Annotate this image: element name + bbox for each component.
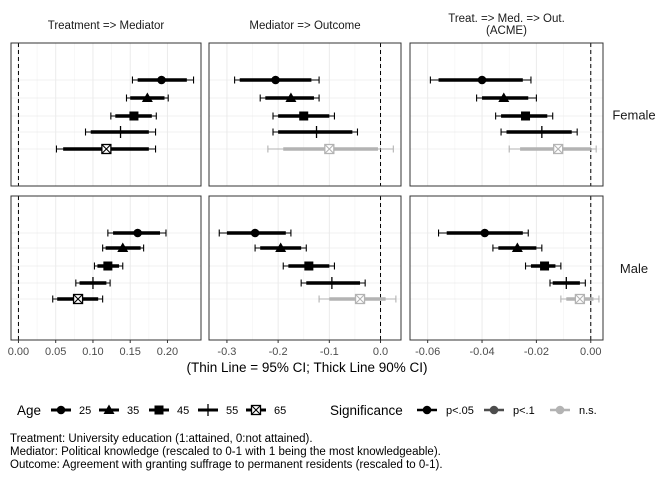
point-age-45: [103, 261, 113, 271]
point-age-35: [275, 242, 287, 252]
x-tick-label: -0.02: [524, 346, 549, 358]
point-age-65: [324, 143, 335, 155]
column-title-2-0: Treat. => Med. => Out.: [448, 13, 565, 25]
point-age-45: [299, 111, 309, 121]
legend-significance-title: Significance: [330, 403, 403, 418]
point-age-55: [560, 277, 573, 289]
x-axis-title: (Thin Line = 95% CI; Thick Line 90% CI): [187, 360, 428, 375]
point-age-55: [86, 277, 99, 289]
legend-sig-label: n.s.: [579, 405, 597, 417]
point-age-25: [480, 228, 490, 238]
point-age-45: [540, 261, 550, 271]
legend-age-symbol-35: [103, 404, 115, 414]
x-tick-label: 0.20: [157, 346, 178, 358]
legend-age-symbol-65: [250, 404, 262, 416]
x-tick-label: -0.3: [217, 346, 236, 358]
panel-border: [10, 195, 202, 341]
legend-age-label-55: 55: [226, 405, 238, 417]
row-label-male: Male: [620, 261, 648, 276]
legend-sig-label: p<.1: [513, 405, 535, 417]
point-age-25: [477, 75, 487, 85]
point-age-25: [271, 75, 280, 85]
column-title-2-1: (ACME): [486, 25, 527, 37]
point-age-65: [354, 293, 366, 305]
point-age-55: [114, 126, 127, 138]
x-tick-label: 0.15: [120, 346, 141, 358]
legend-sig-dot: [489, 405, 499, 415]
point-age-35: [511, 242, 523, 252]
x-tick-label: -0.04: [469, 346, 494, 358]
legend-age-symbol-55: [202, 404, 214, 416]
footnote-treatment: Treatment: University education (1:attai…: [10, 433, 313, 445]
point-age-65: [101, 143, 112, 155]
point-age-25: [157, 75, 166, 85]
x-tick-label: -0.1: [320, 346, 339, 358]
x-tick-label: -0.2: [269, 346, 288, 358]
point-age-25: [133, 228, 142, 238]
point-age-65: [552, 143, 564, 155]
point-age-35: [117, 242, 129, 252]
panel-border: [208, 195, 402, 341]
panel-border: [208, 42, 402, 187]
legend-age-symbol-45: [154, 405, 164, 415]
column-title-0-0: Treatment => Mediator: [48, 20, 165, 32]
legend-sig-dot: [555, 405, 565, 415]
legend-sig-dot: [422, 405, 432, 415]
point-age-55: [535, 126, 548, 138]
x-tick-label: -0.06: [415, 346, 440, 358]
point-age-45: [129, 111, 139, 121]
x-tick-label: 0.10: [82, 346, 103, 358]
footnote-mediator: Mediator: Political knowledge (rescaled …: [10, 446, 441, 458]
point-age-55: [325, 277, 338, 289]
point-age-65: [72, 293, 84, 305]
panel-border: [10, 42, 202, 187]
point-age-45: [521, 111, 531, 121]
panel-border: [409, 195, 604, 341]
point-age-25: [250, 228, 260, 238]
panel-border: [409, 42, 604, 187]
point-age-65: [574, 293, 586, 305]
column-title-1-0: Mediator => Outcome: [249, 20, 360, 32]
point-age-45: [304, 261, 314, 271]
x-tick-label: 0.05: [45, 346, 66, 358]
footnote-outcome: Outcome: Agreement with granting suffrag…: [10, 459, 443, 471]
legend-age-title: Age: [17, 403, 41, 418]
legend-age-label-35: 35: [127, 405, 139, 417]
point-age-35: [141, 92, 153, 102]
legend-age-label-25: 25: [79, 405, 91, 417]
point-age-55: [310, 126, 323, 138]
point-age-35: [498, 92, 510, 102]
x-tick-label: 0.00: [8, 346, 29, 358]
legend-age-label-65: 65: [274, 405, 286, 417]
point-age-35: [285, 92, 297, 102]
x-tick-label: 0.00: [580, 346, 601, 358]
row-label-female: Female: [612, 108, 655, 123]
legend-age-symbol-25: [56, 405, 66, 415]
legend-age-label-45: 45: [177, 405, 189, 417]
x-tick-label: 0.0: [373, 346, 388, 358]
legend-sig-label: p<.05: [446, 405, 474, 417]
